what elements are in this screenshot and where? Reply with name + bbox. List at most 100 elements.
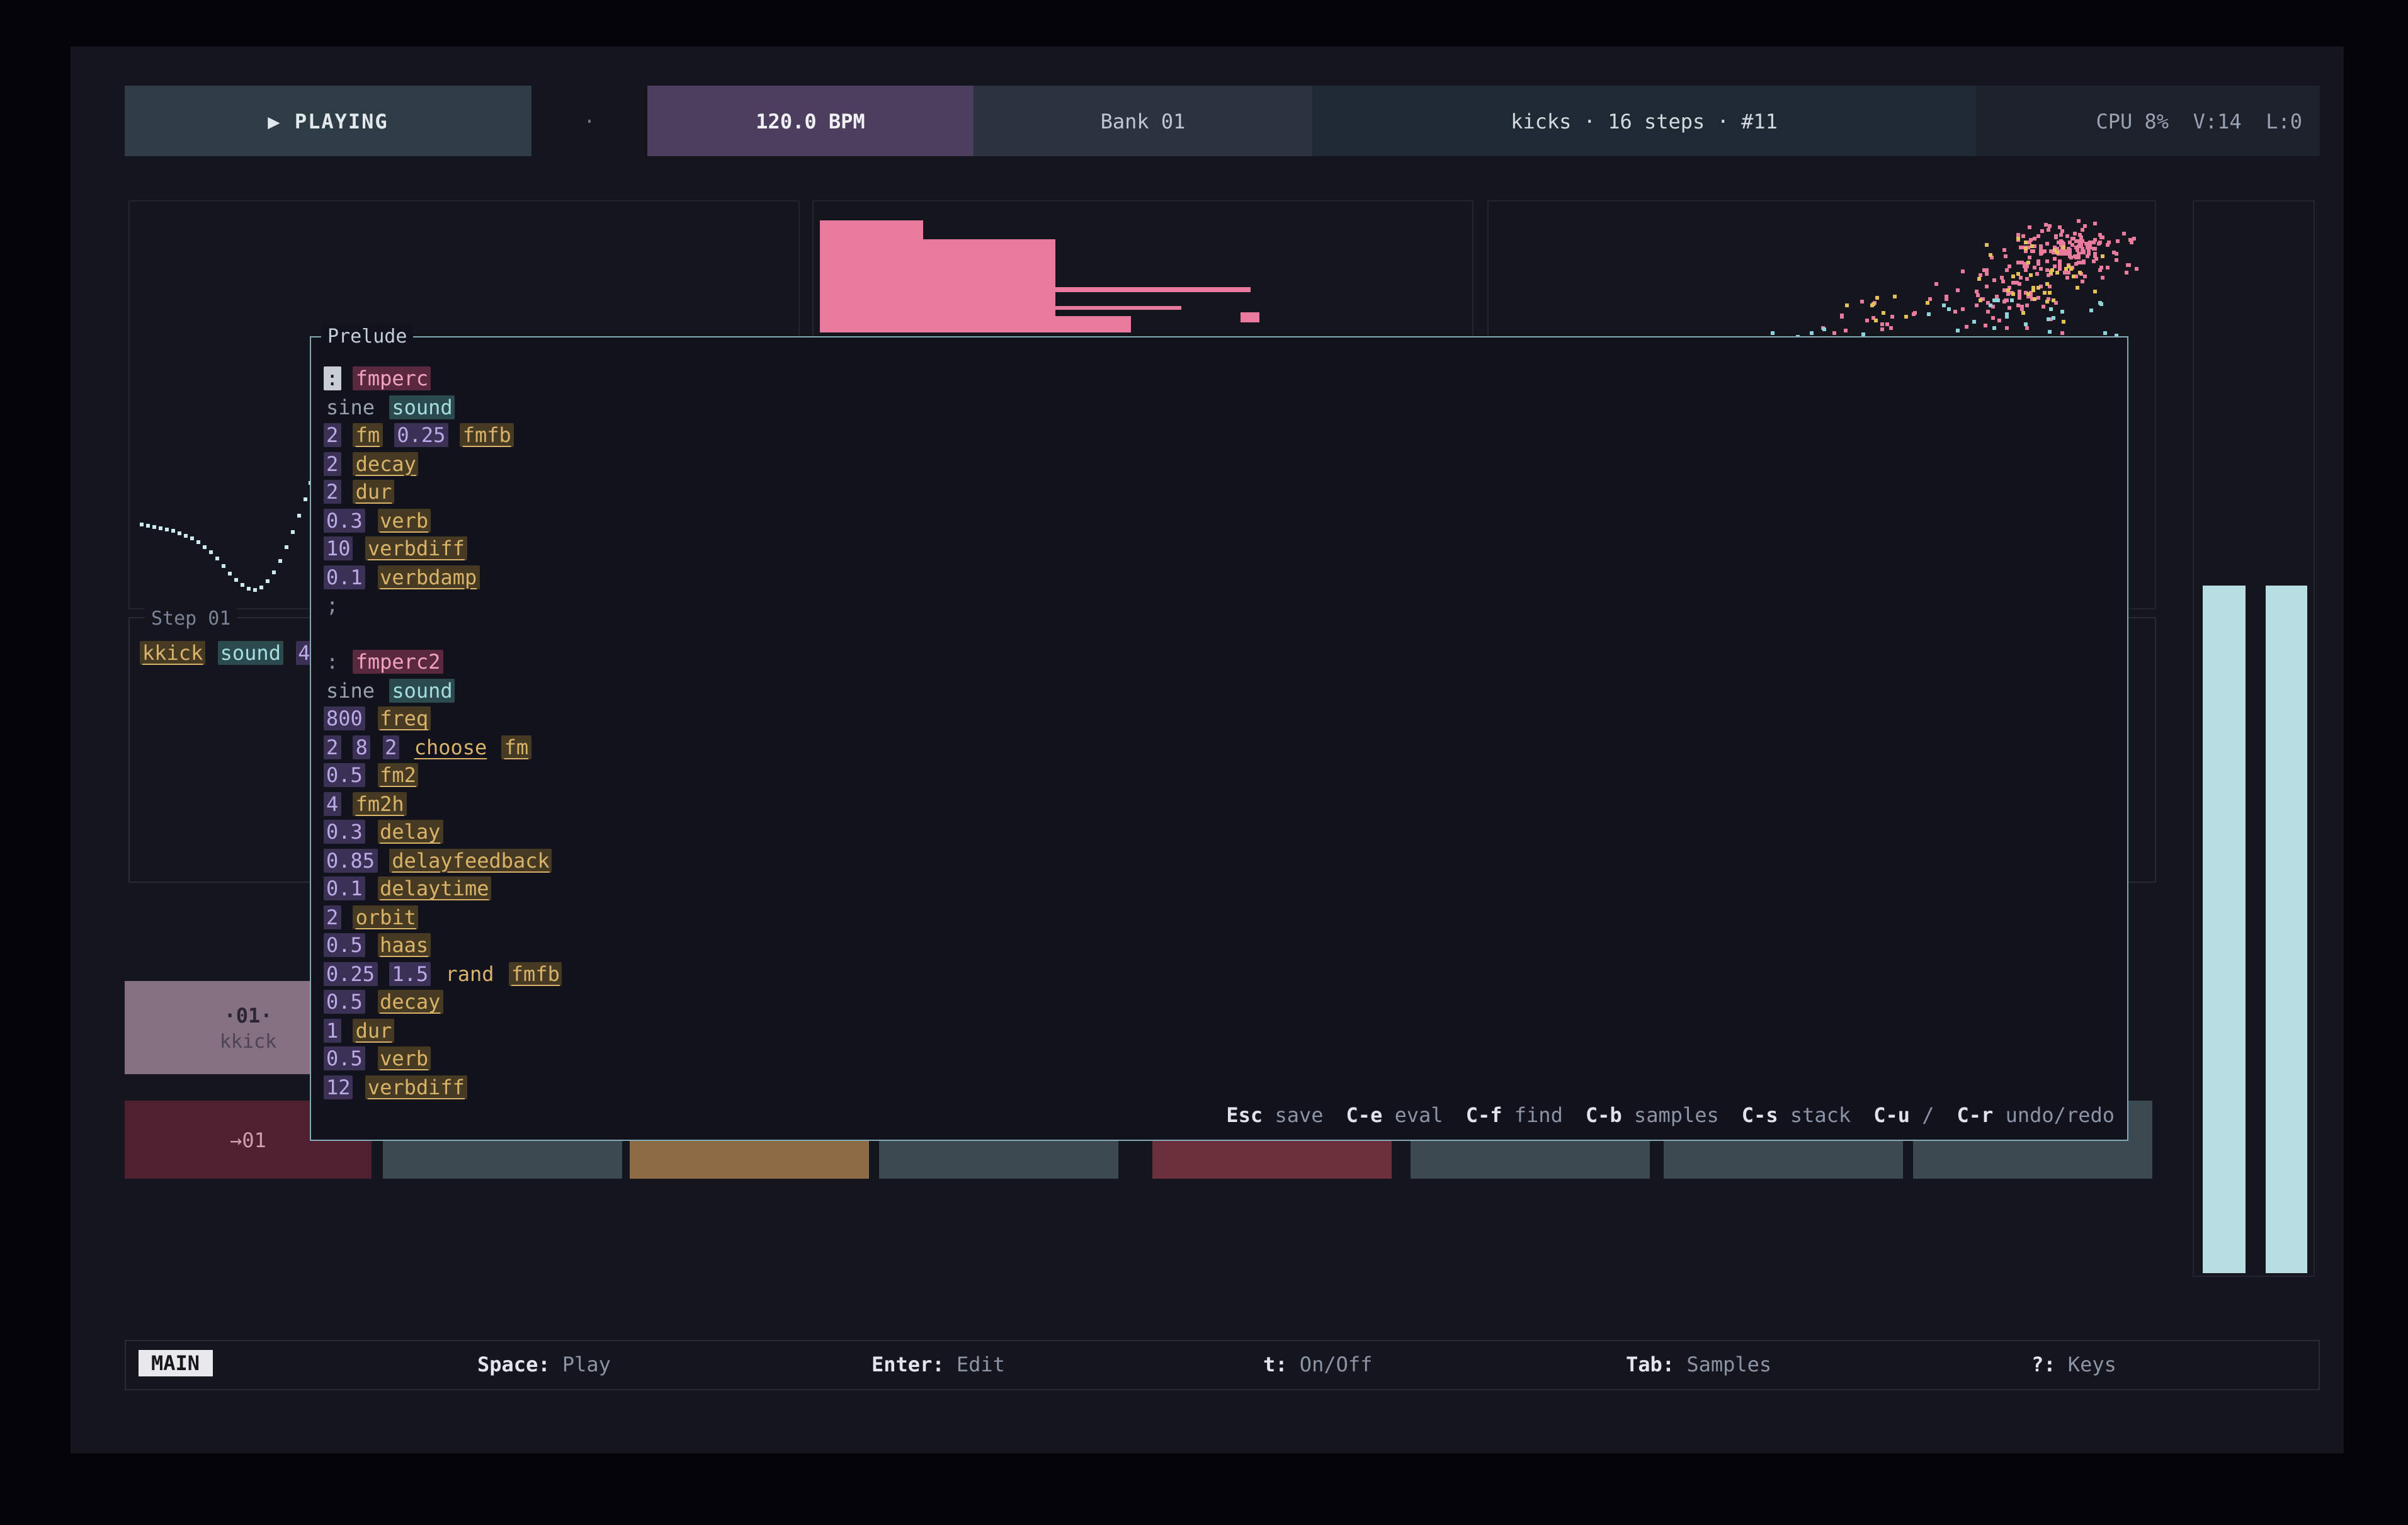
scatter-dot	[1961, 269, 1965, 274]
scatter-dot	[2059, 233, 2063, 237]
scatter-dot	[2081, 239, 2085, 243]
code-line[interactable]: 0.5 decay	[324, 989, 562, 1017]
editor-hint: C-f find	[1466, 1103, 1563, 1127]
code-line[interactable]: : fmperc2	[324, 649, 562, 677]
scatter-dot	[1904, 314, 1908, 319]
waveform-dot	[140, 523, 144, 526]
code-line[interactable]: 0.5 haas	[324, 932, 562, 960]
scatter-dot	[2091, 259, 2096, 264]
scatter-dot	[2005, 315, 2009, 319]
scatter-dot	[1928, 297, 1933, 302]
code-line[interactable]: 1 dur	[324, 1017, 562, 1045]
scatter-dot	[2058, 249, 2062, 253]
scatter-dot	[2086, 242, 2090, 246]
scatter-dot	[2028, 255, 2032, 259]
code-line[interactable]: 0.5 fm2	[324, 762, 562, 790]
scatter-dot	[2028, 225, 2032, 229]
scatter-dot	[1844, 303, 1849, 308]
code-token: sine	[326, 678, 375, 702]
code-line[interactable]: 0.85 delayfeedback	[324, 847, 562, 875]
code-token: 0.1	[324, 565, 365, 589]
scatter-dot	[2078, 270, 2082, 275]
statusbar-hint: ?: Keys	[2031, 1352, 2116, 1376]
code-line[interactable]: 2 fm 0.25 fmfb	[324, 422, 562, 450]
scatter-dot	[1989, 252, 1993, 257]
code-line[interactable]: 2 dur	[324, 479, 562, 507]
bank-display[interactable]: Bank 01	[974, 86, 1312, 156]
scatter-dot	[2045, 268, 2050, 273]
code-line[interactable]: 10 verbdiff	[324, 535, 562, 564]
scatter-dot	[2045, 242, 2050, 246]
code-line[interactable]: 2 orbit	[324, 904, 562, 932]
code-line[interactable]: 800 freq	[324, 705, 562, 734]
scatter-dot	[2053, 246, 2057, 250]
hint-key: C-s	[1741, 1103, 1778, 1127]
code-token: dur	[353, 480, 395, 504]
code-token: 2	[324, 480, 341, 504]
code-line[interactable]: ;	[324, 592, 562, 620]
code-line[interactable]: sine sound	[324, 677, 562, 705]
scatter-dot	[2011, 281, 2016, 285]
code-line[interactable]: 0.25 1.5 rand fmfb	[324, 960, 562, 989]
step-panel-title: Step 01	[145, 607, 237, 630]
scatter-dot	[2072, 254, 2077, 259]
scatter-dot	[2074, 245, 2078, 249]
scatter-dot	[1991, 315, 1996, 320]
scatter-dot	[2106, 242, 2110, 247]
code-token: 10	[324, 536, 353, 560]
code-line[interactable]: sine sound	[324, 394, 562, 422]
waveform-dot	[234, 578, 238, 582]
scatter-dot	[2046, 227, 2050, 232]
scatter-dot	[2077, 256, 2081, 260]
scatter-dot	[2008, 285, 2012, 290]
scatter-dot	[1994, 295, 1999, 299]
editor-code[interactable]: : fmperc sine sound 2 fm 0.25 fmfb 2 decay 2…	[324, 365, 562, 1102]
scatter-dot	[2029, 293, 2033, 297]
scatter-dot	[2031, 288, 2036, 293]
code-token: 0.5	[324, 933, 365, 957]
scatter-dot	[2019, 305, 2024, 309]
code-line[interactable]	[324, 620, 562, 649]
code-line[interactable]: 4 fm2h	[324, 790, 562, 819]
scatter-dot	[1996, 298, 2000, 302]
waveform-dot	[241, 583, 244, 587]
scatter-dot	[2081, 246, 2085, 251]
code-line[interactable]: 0.3 verb	[324, 507, 562, 535]
code-line[interactable]: 2 8 2 choose fm	[324, 734, 562, 762]
code-line[interactable]: 2 decay	[324, 450, 562, 479]
scatter-dot	[2031, 285, 2036, 290]
scatter-dot	[2065, 234, 2069, 239]
step-token-row[interactable]: kkick sound 4	[140, 641, 313, 665]
code-line[interactable]: 0.1 verbdamp	[324, 564, 562, 592]
scatter-dot	[2022, 262, 2026, 266]
transport-playing-indicator[interactable]: ▶ PLAYING	[125, 86, 531, 156]
scatter-dot	[2048, 271, 2053, 275]
code-token: 12	[324, 1075, 353, 1099]
code-token: 0.85	[324, 848, 378, 872]
scatter-dot	[2089, 308, 2093, 312]
scatter-dot	[2052, 264, 2057, 268]
scatter-dot	[2130, 240, 2134, 244]
scatter-dot	[1822, 327, 1827, 332]
waveform-dot	[253, 588, 257, 592]
scatter-dot	[2042, 290, 2047, 295]
scatter-dot	[2018, 281, 2022, 286]
scatter-dot	[2072, 232, 2077, 236]
code-line[interactable]: 0.5 verb	[324, 1045, 562, 1074]
bpm-display[interactable]: 120.0 BPM	[647, 86, 974, 156]
code-line[interactable]: : fmperc	[324, 365, 562, 394]
histogram-bar	[820, 220, 923, 332]
waveform-dot	[266, 579, 270, 583]
scatter-dot	[2077, 251, 2081, 256]
code-line[interactable]: 12 verbdiff	[324, 1074, 562, 1102]
code-line[interactable]: 0.3 delay	[324, 819, 562, 847]
code-token: 0.25	[324, 961, 378, 985]
code-token: freq	[377, 706, 431, 730]
scatter-dot	[2047, 297, 2051, 302]
code-token: fmperc2	[353, 650, 443, 674]
scatter-dot	[2074, 261, 2078, 266]
scatter-dot	[1843, 329, 1848, 333]
code-token: 0.5	[324, 1046, 365, 1070]
code-line[interactable]: 0.1 delaytime	[324, 875, 562, 904]
scatter-dot	[2074, 239, 2078, 243]
